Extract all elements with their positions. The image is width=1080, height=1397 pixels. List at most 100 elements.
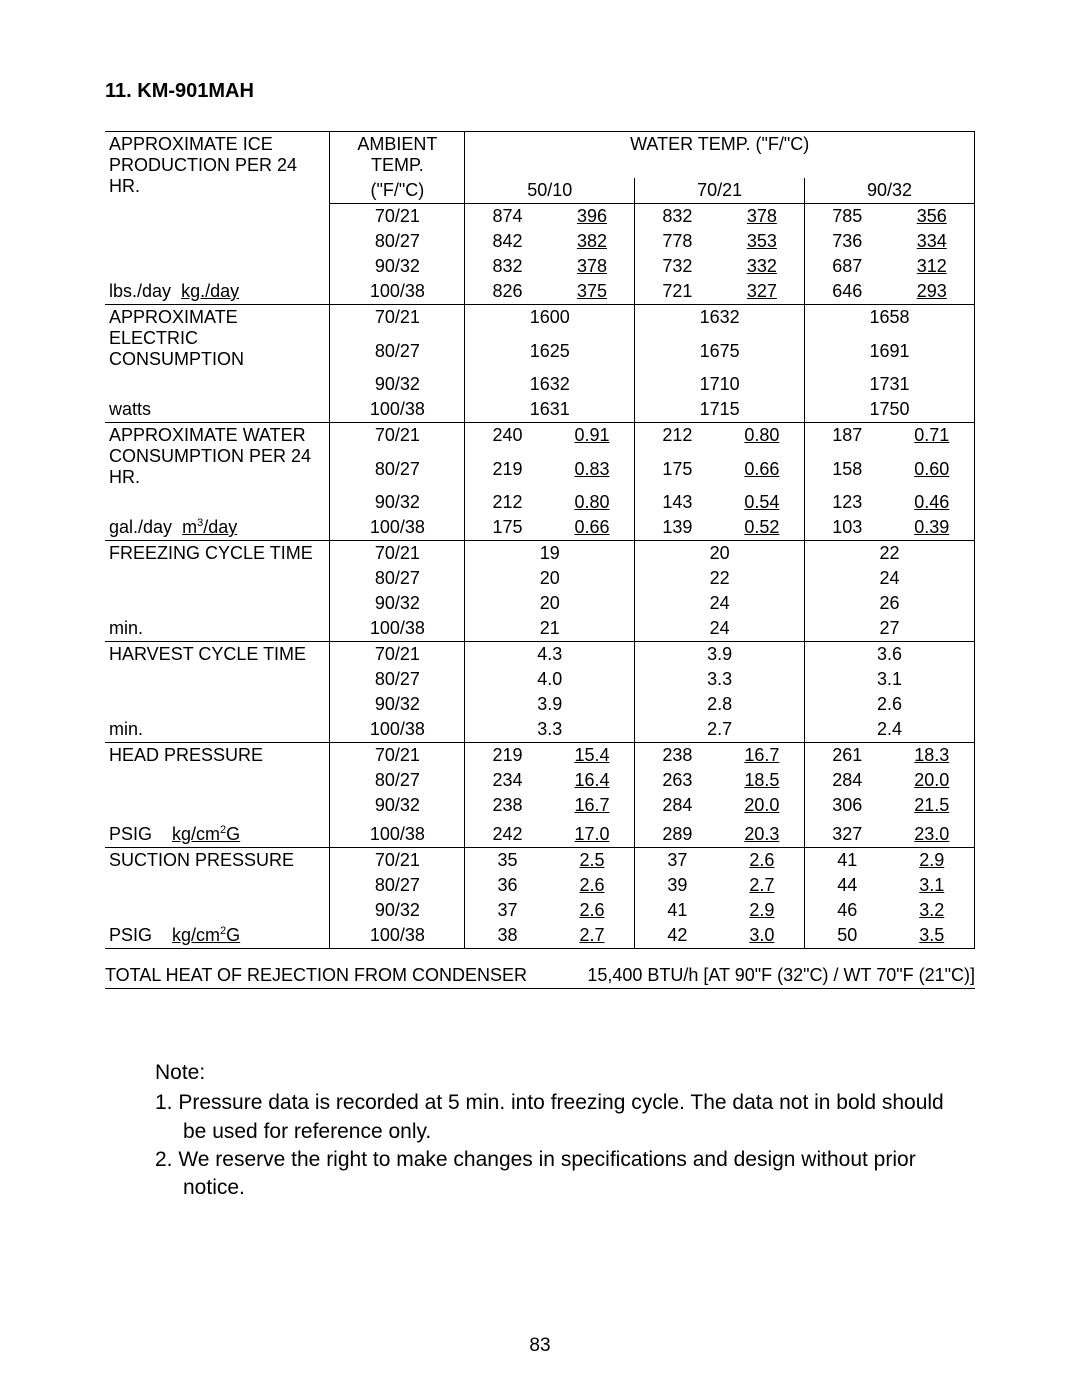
cell: 3.1: [805, 667, 975, 692]
cell: 23.0: [890, 818, 975, 848]
cell: 2.9: [720, 898, 805, 923]
cell: 3.3: [635, 667, 805, 692]
cell: 0.46: [890, 490, 975, 515]
cell: 0.66: [550, 515, 635, 541]
data-table: APPROXIMATE ICE PRODUCTION PER 24 HR. AM…: [105, 131, 975, 949]
cell: 219: [465, 457, 550, 490]
cell: 21.5: [890, 793, 975, 818]
cell: 2.9: [890, 848, 975, 874]
head-label: HEAD PRESSURE: [105, 743, 330, 769]
cell: 240: [465, 423, 550, 457]
ice-label-2: PRODUCTION PER 24 HR.: [109, 155, 297, 196]
cell: 26: [805, 591, 975, 616]
ambient-cell: 70/21: [330, 305, 465, 339]
cell: 41: [805, 848, 890, 874]
cell: 832: [635, 204, 720, 230]
cell: 20: [635, 541, 805, 567]
cell: 175: [635, 457, 720, 490]
cell: 778: [635, 229, 720, 254]
cell: 15.4: [550, 743, 635, 769]
cell: 1675: [635, 339, 805, 372]
cell: 0.80: [720, 423, 805, 457]
cell: 20.3: [720, 818, 805, 848]
cell: 35: [465, 848, 550, 874]
m3-day-m: m: [182, 517, 197, 537]
cell: 21: [465, 616, 635, 642]
lbs-day: lbs./day: [109, 281, 171, 301]
cell: 139: [635, 515, 720, 541]
ambient-cell: 90/32: [330, 372, 465, 397]
cell: 1731: [805, 372, 975, 397]
cell: 212: [635, 423, 720, 457]
cell: 16.7: [550, 793, 635, 818]
ambient-cell: 90/32: [330, 898, 465, 923]
ambient-cell: 70/21: [330, 423, 465, 457]
cell: 20.0: [720, 793, 805, 818]
gal-day: gal./day: [109, 517, 172, 537]
kgcm: kg/cm: [172, 925, 220, 945]
cell: 19: [465, 541, 635, 567]
cell: 646: [805, 279, 890, 305]
cell: 24: [635, 616, 805, 642]
head-unit: PSIG kg/cm2G: [105, 818, 330, 848]
cell: 2.6: [550, 873, 635, 898]
cell: 123: [805, 490, 890, 515]
cell: 1600: [465, 305, 635, 339]
cell: 2.4: [805, 717, 975, 743]
freeze-label: FREEZING CYCLE TIME: [105, 541, 330, 567]
cell: 219: [465, 743, 550, 769]
cell: 2.6: [550, 898, 635, 923]
cell: 2.7: [550, 923, 635, 949]
cell: 2.7: [720, 873, 805, 898]
ambient-cell: 70/21: [330, 204, 465, 230]
cell: 50: [805, 923, 890, 949]
ambient-cell: 100/38: [330, 279, 465, 305]
ambient-cell: 90/32: [330, 793, 465, 818]
heat-rejection-line: TOTAL HEAT OF REJECTION FROM CONDENSER 1…: [105, 965, 975, 989]
suction-unit: PSIG kg/cm2G: [105, 923, 330, 949]
cell: 1632: [465, 372, 635, 397]
ice-unit: lbs./day kg./day: [105, 279, 330, 305]
cell: 396: [550, 204, 635, 230]
psig: PSIG: [109, 925, 152, 945]
cell: 263: [635, 768, 720, 793]
cell: 38: [465, 923, 550, 949]
cell: 24: [635, 591, 805, 616]
cell: 0.39: [890, 515, 975, 541]
cell: 732: [635, 254, 720, 279]
ambient-cell: 90/32: [330, 254, 465, 279]
cell: 158: [805, 457, 890, 490]
heat-label: TOTAL HEAT OF REJECTION FROM CONDENSER: [105, 965, 527, 986]
ambient-cell: 90/32: [330, 490, 465, 515]
harvest-unit: min.: [105, 717, 330, 743]
ambient-cell: 100/38: [330, 818, 465, 848]
cell: 1631: [465, 397, 635, 423]
cell: 103: [805, 515, 890, 541]
cell: 356: [890, 204, 975, 230]
ambient-cell: 70/21: [330, 848, 465, 874]
cell: 37: [465, 898, 550, 923]
cell: 353: [720, 229, 805, 254]
watts-unit: watts: [105, 397, 330, 423]
cell: 375: [550, 279, 635, 305]
ambient-cell: 100/38: [330, 515, 465, 541]
cell: 44: [805, 873, 890, 898]
cell: 334: [890, 229, 975, 254]
ambient-cell: 100/38: [330, 616, 465, 642]
cell: 3.3: [465, 717, 635, 743]
cell: 0.52: [720, 515, 805, 541]
cell: 4.3: [465, 642, 635, 668]
cell: 37: [635, 848, 720, 874]
cell: 20.0: [890, 768, 975, 793]
cell: 0.66: [720, 457, 805, 490]
cell: 736: [805, 229, 890, 254]
ambient-cell: 80/27: [330, 873, 465, 898]
kgcm: kg/cm: [172, 824, 220, 844]
cell: 1632: [635, 305, 805, 339]
ambient-cell: 70/21: [330, 541, 465, 567]
cell: 3.5: [890, 923, 975, 949]
cell: 785: [805, 204, 890, 230]
cell: 22: [805, 541, 975, 567]
cell: 36: [465, 873, 550, 898]
cell: 2.8: [635, 692, 805, 717]
